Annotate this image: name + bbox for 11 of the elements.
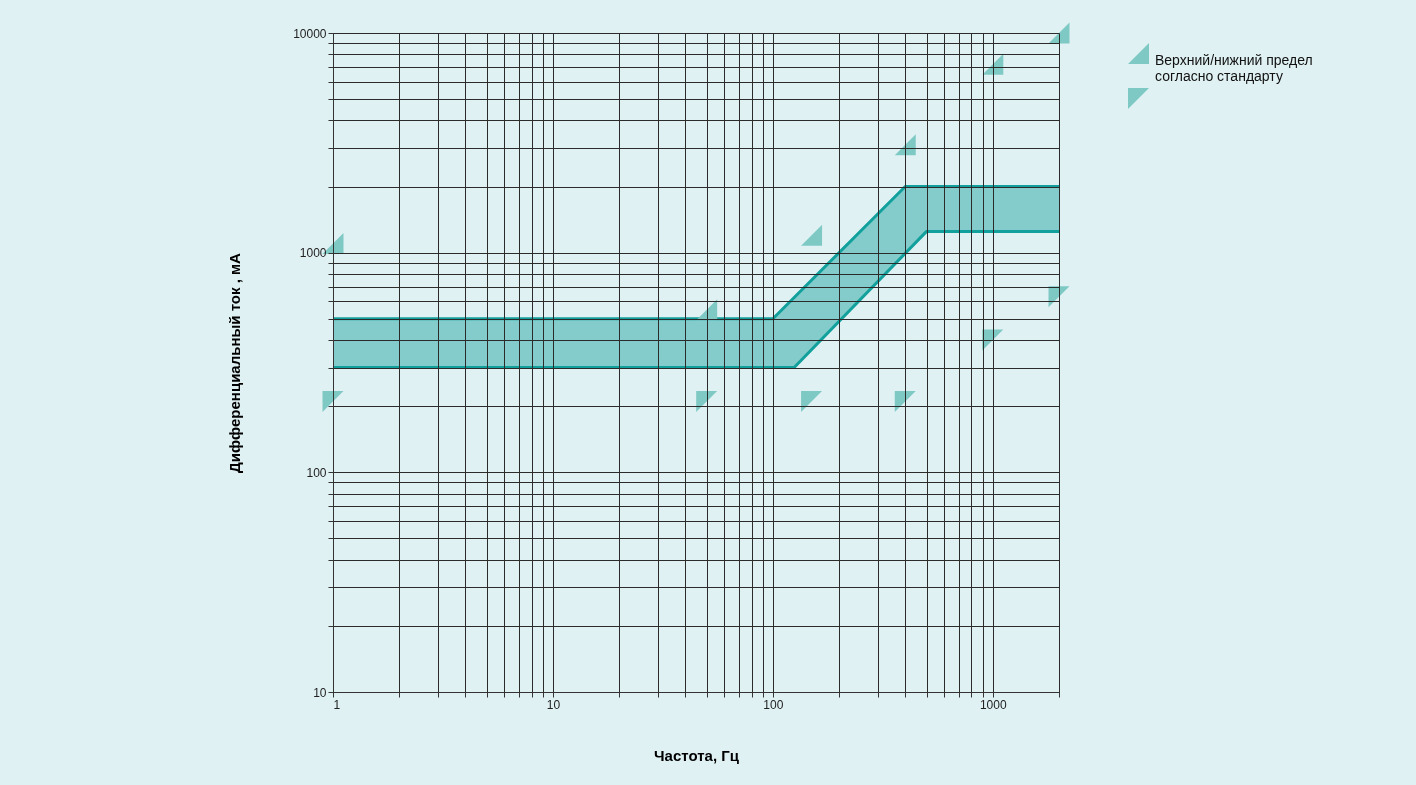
y-axis-title: Дифференциальный ток , мА <box>226 252 244 473</box>
x-axis-title: Частота, Гц <box>654 746 740 764</box>
x-tick-label: 100 <box>763 697 784 712</box>
legend-label: Верхний/нижний предел согласно стандарту <box>1155 51 1313 84</box>
x-tick-label: 1000 <box>979 697 1007 712</box>
x-tick-label: 1 <box>333 697 341 712</box>
x-tick-label: 10 <box>546 697 561 712</box>
y-tick-label: 1000 <box>299 246 327 261</box>
y-tick-label: 10000 <box>293 26 327 41</box>
y-tick-label: 100 <box>306 465 327 480</box>
y-tick-label: 10 <box>313 685 327 700</box>
